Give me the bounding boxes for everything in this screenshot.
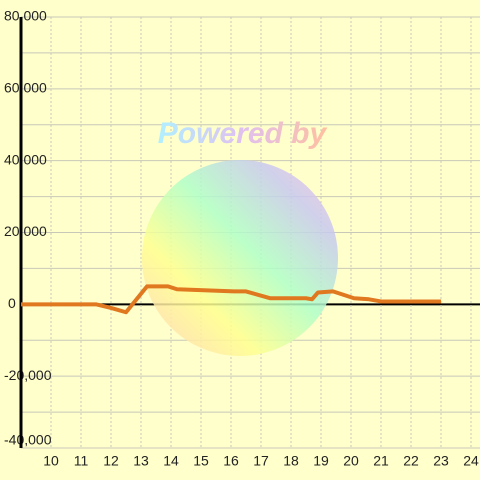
x-tick-label: 14 xyxy=(163,453,179,469)
marks: 80,000 60,000 40,000 20,000 0 -20,000 -40,000 1… xyxy=(4,8,479,469)
x-tick-label: 12 xyxy=(103,453,119,469)
x-tick-label: 10 xyxy=(43,453,59,469)
y-tick-label: 0 xyxy=(8,295,16,311)
x-tick-label: 16 xyxy=(223,453,239,469)
x-tick-label: 20 xyxy=(343,453,359,469)
x-tick-label: 23 xyxy=(433,453,449,469)
x-tick-label: 21 xyxy=(373,453,389,469)
y-tick-label: -40,000 xyxy=(4,432,52,448)
x-tick-label: 15 xyxy=(193,453,209,469)
y-tick-label: -20,000 xyxy=(4,367,52,383)
watermark: Powered by xyxy=(158,117,328,150)
x-tick-label: 18 xyxy=(283,453,299,469)
y-tick-label: 80,000 xyxy=(4,8,47,24)
data-line xyxy=(21,284,441,315)
x-tick-label: 13 xyxy=(133,453,149,469)
x-tick-label: 22 xyxy=(403,453,419,469)
y-tick-label: 20,000 xyxy=(4,223,47,239)
x-tick-label: 11 xyxy=(74,453,89,469)
y-tick-label: 40,000 xyxy=(4,151,47,167)
x-tick-label: 19 xyxy=(313,453,329,469)
watermark-logo xyxy=(142,160,338,356)
y-tick-label: 60,000 xyxy=(4,80,47,96)
x-tick-label: 17 xyxy=(253,453,269,469)
x-tick-label: 24 xyxy=(463,453,479,469)
